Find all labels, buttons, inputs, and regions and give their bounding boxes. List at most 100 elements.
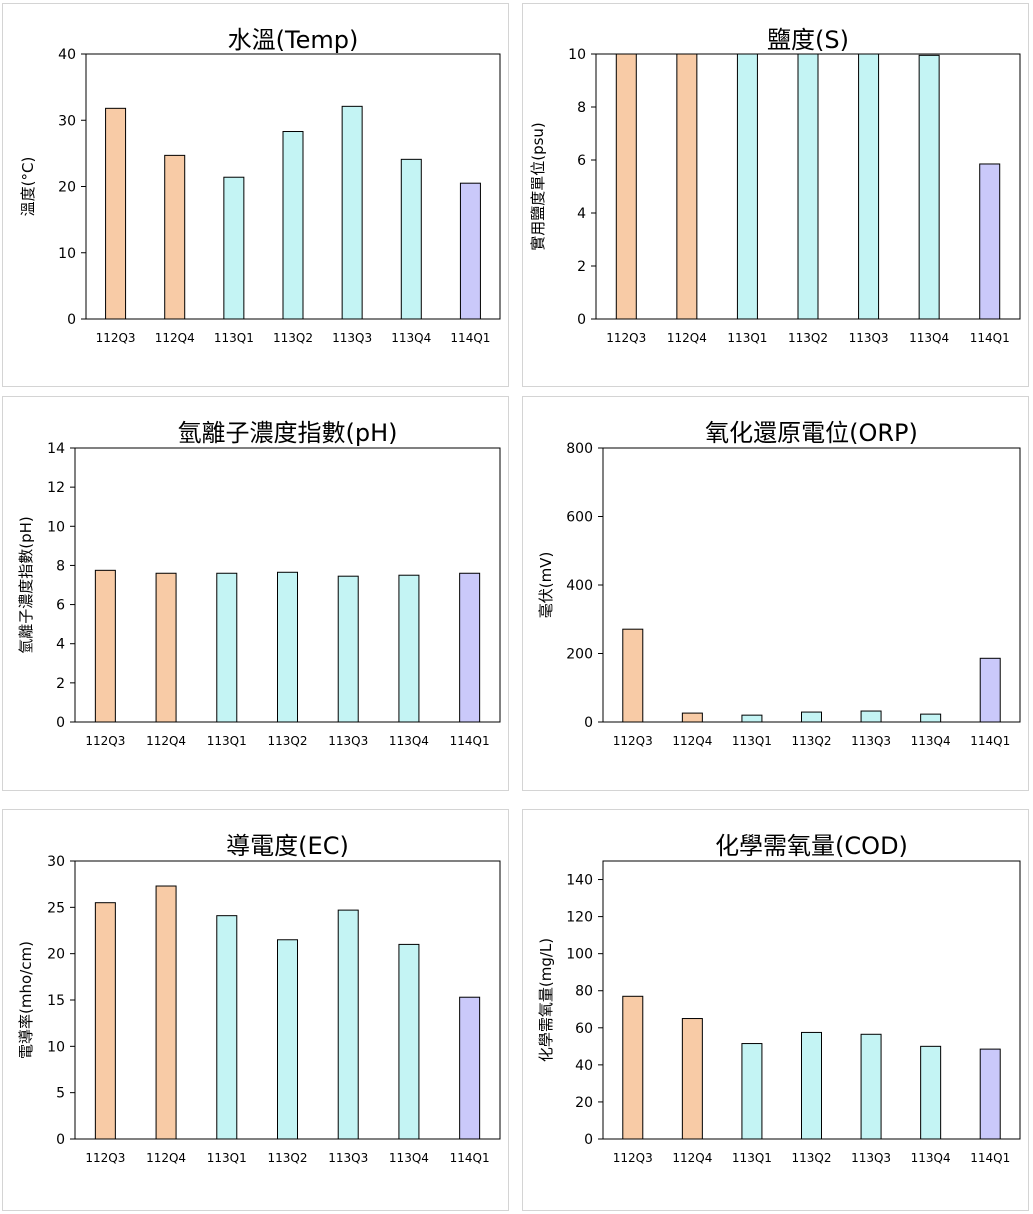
x-tick-label: 114Q1 [450, 734, 490, 748]
bar-113Q2 [801, 711, 822, 723]
bar-112Q3 [94, 569, 116, 723]
y-axis-label: 實用鹽度單位(psu) [529, 122, 547, 251]
x-tick-label: 112Q4 [146, 734, 186, 748]
y-axis-label: 溫度(°C) [19, 157, 37, 217]
chart-title: 水溫(Temp) [228, 26, 359, 54]
bar-113Q2 [277, 939, 298, 1140]
y-tick-label: 0 [56, 715, 65, 731]
chart-svg-temp: 水溫(Temp) 0 10 20 30 40 溫度(°C) 112Q3 112Q4 113Q1 11… [19, 26, 501, 345]
chart-svg-cod: 化學需氧量(COD) 0 20 40 60 80 100 120 140 化學需氧量(mg/L) 1… [537, 832, 1021, 1165]
bar-112Q4 [681, 1018, 703, 1140]
y-tick-label: 4 [577, 206, 586, 222]
bar-113Q4 [920, 1045, 942, 1140]
bar-113Q2 [277, 571, 298, 723]
chart-title: 化學需氧量(COD) [715, 832, 908, 860]
chart-panel-ec: 導電度(EC) 0 5 10 15 20 25 30 電導率(mho/cm) 112Q3 112Q4… [2, 809, 509, 1211]
y-tick-label: 800 [566, 441, 593, 457]
bar-113Q1 [741, 1043, 763, 1140]
bar-113Q4 [398, 574, 420, 723]
x-tick-label: 114Q1 [970, 1151, 1010, 1165]
x-tick-label: 112Q3 [96, 331, 136, 345]
y-tick-label: 120 [566, 910, 593, 926]
y-tick-label: 5 [56, 1086, 65, 1102]
bar-113Q1 [223, 176, 245, 320]
y-tick-label: 4 [56, 637, 65, 653]
x-tick-label: 113Q3 [332, 331, 372, 345]
y-tick-label: 8 [577, 100, 586, 116]
y-tick-label: 12 [47, 480, 65, 496]
chart-panel-temp: 水溫(Temp) 0 10 20 30 40 溫度(°C) 112Q3 112Q4 113Q1 11… [2, 3, 509, 387]
plot-frame [602, 447, 1021, 723]
x-tick-label: 113Q4 [391, 331, 431, 345]
bar-113Q1 [216, 915, 238, 1140]
chart-title: 氫離子濃度指數(pH) [177, 419, 397, 447]
bar-113Q4 [918, 54, 940, 320]
y-tick-label: 6 [577, 153, 586, 169]
x-tick-label: 112Q3 [606, 331, 646, 345]
x-tick-label: 113Q4 [389, 734, 429, 748]
x-tick-label: 113Q4 [909, 331, 949, 345]
y-tick-label: 6 [56, 598, 65, 614]
x-tick-label: 113Q4 [389, 1151, 429, 1165]
bar-114Q1 [459, 996, 481, 1140]
bar-113Q4 [398, 943, 420, 1140]
y-tick-label: 10 [58, 246, 76, 262]
y-tick-label: 100 [566, 947, 593, 963]
bar-112Q3 [622, 995, 644, 1140]
x-tick-label: 113Q3 [328, 1151, 368, 1165]
bar-114Q1 [459, 182, 481, 320]
y-tick-label: 10 [568, 47, 586, 63]
bar-112Q4 [676, 53, 698, 320]
y-tick-label: 10 [47, 519, 65, 535]
x-tick-label: 113Q1 [727, 331, 767, 345]
bar-113Q2 [797, 53, 819, 320]
y-tick-label: 20 [47, 947, 65, 963]
y-tick-label: 60 [575, 1021, 593, 1037]
x-tick-label: 113Q1 [207, 1151, 247, 1165]
y-tick-label: 30 [47, 854, 65, 870]
bar-114Q1 [979, 657, 1001, 723]
y-tick-label: 2 [56, 676, 65, 692]
chart-svg-ec: 導電度(EC) 0 5 10 15 20 25 30 電導率(mho/cm) 112Q3 112Q4… [17, 832, 501, 1165]
x-tick-label: 112Q4 [672, 734, 712, 748]
x-tick-label: 113Q2 [788, 331, 828, 345]
bar-113Q2 [801, 1031, 822, 1140]
bar-113Q3 [860, 710, 882, 723]
bar-112Q4 [155, 572, 177, 723]
x-tick-label: 113Q4 [911, 734, 951, 748]
bar-112Q4 [681, 712, 703, 723]
chart-panel-orp: 氧化還原電位(ORP) 0 200 400 600 800 毫伏(mV) 112Q3 112Q4… [522, 396, 1029, 791]
chart-title: 鹽度(S) [767, 26, 849, 54]
x-tick-label: 113Q1 [732, 734, 772, 748]
y-tick-label: 80 [575, 984, 593, 1000]
y-axis-label: 化學需氧量(mg/L) [537, 938, 555, 1062]
x-tick-label: 113Q1 [214, 331, 254, 345]
y-axis-label: 毫伏(mV) [537, 552, 555, 619]
y-tick-label: 10 [47, 1039, 65, 1055]
chart-panel-cod: 化學需氧量(COD) 0 20 40 60 80 100 120 140 化學需氧量(mg/L) 1… [522, 809, 1029, 1211]
y-tick-label: 2 [577, 259, 586, 275]
bar-114Q1 [979, 1048, 1001, 1140]
x-tick-label: 113Q3 [851, 1151, 891, 1165]
x-tick-label: 113Q2 [792, 734, 832, 748]
plot-frame [74, 860, 501, 1140]
plot-frame [595, 53, 1021, 320]
bar-112Q3 [615, 53, 637, 320]
x-tick-label: 113Q2 [792, 1151, 832, 1165]
chart-title: 氧化還原電位(ORP) [705, 419, 918, 447]
bar-112Q3 [94, 902, 116, 1140]
bar-113Q3 [858, 53, 880, 320]
x-tick-label: 113Q1 [207, 734, 247, 748]
bar-113Q3 [341, 105, 363, 320]
x-tick-label: 113Q2 [268, 734, 308, 748]
x-tick-label: 112Q4 [146, 1151, 186, 1165]
x-tick-label: 113Q3 [328, 734, 368, 748]
y-tick-label: 40 [575, 1058, 593, 1074]
x-tick-label: 114Q1 [450, 331, 490, 345]
y-tick-label: 40 [58, 47, 76, 63]
chart-panel-salinity: 鹽度(S) 0 2 4 6 8 10 實用鹽度單位(psu) 112Q3 112Q4 113Q1 11… [522, 3, 1029, 387]
x-tick-label: 114Q1 [970, 734, 1010, 748]
plot-frame [74, 447, 501, 723]
bar-113Q3 [337, 909, 359, 1140]
x-tick-label: 112Q3 [85, 1151, 125, 1165]
